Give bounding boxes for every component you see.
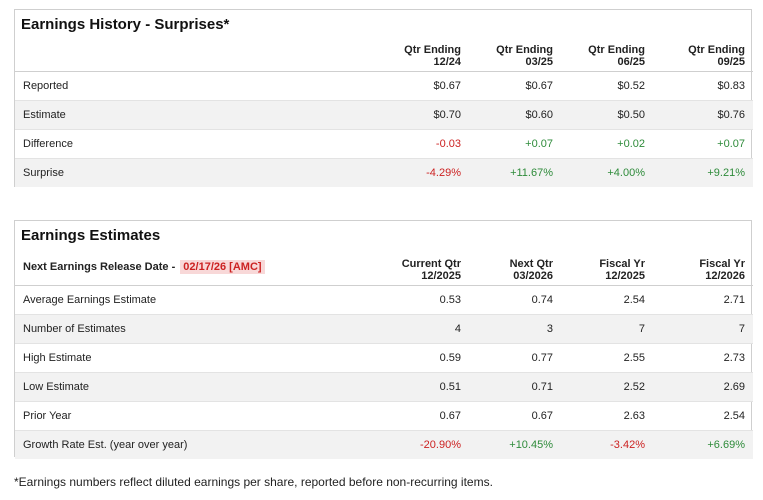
row-label: Average Earnings Estimate: [15, 285, 376, 315]
table-row: Prior Year 0.67 0.67 2.63 2.54: [15, 401, 753, 431]
table-cell: $0.70: [376, 100, 469, 130]
table-cell: 4: [376, 314, 469, 344]
table-cell: 3: [469, 314, 561, 344]
table-cell: $0.76: [653, 100, 753, 130]
table-cell: -3.42%: [561, 430, 653, 459]
table-cell: +4.00%: [561, 158, 653, 187]
table-cell: -4.29%: [376, 158, 469, 187]
row-label: Estimate: [15, 100, 376, 130]
table-cell: 0.51: [376, 372, 469, 402]
column-header: Qtr Ending 12/24: [376, 42, 469, 72]
table-cell: 0.74: [469, 285, 561, 315]
table-row: Number of Estimates 4 3 7 7: [15, 314, 753, 344]
row-label: Reported: [15, 71, 376, 101]
table-row: Difference -0.03 +0.07 +0.02 +0.07: [15, 129, 753, 159]
table-cell: 0.67: [469, 401, 561, 431]
table-header-row: Qtr Ending 12/24 Qtr Ending 03/25 Qtr Endi…: [15, 42, 753, 72]
table-cell: $0.60: [469, 100, 561, 130]
column-header: Qtr Ending 09/25: [653, 42, 753, 72]
table-cell: 2.54: [653, 401, 753, 431]
column-header: Qtr Ending 03/25: [469, 42, 561, 72]
table-cell: 2.63: [561, 401, 653, 431]
table-cell: 0.77: [469, 343, 561, 373]
table-cell: +0.07: [653, 129, 753, 159]
earnings-history-table: Qtr Ending 12/24 Qtr Ending 03/25 Qtr Endi…: [15, 42, 753, 187]
table-header-row: Next Earnings Release Date - 02/17/26 [A…: [15, 253, 753, 286]
footnote: *Earnings numbers reflect diluted earnin…: [14, 475, 493, 489]
table-cell: 7: [653, 314, 753, 344]
row-label: Growth Rate Est. (year over year): [15, 430, 376, 459]
table-cell: 0.67: [376, 401, 469, 431]
earnings-estimates-title: Earnings Estimates: [21, 227, 161, 244]
table-cell: $0.67: [469, 71, 561, 101]
column-header: Fiscal Yr 12/2025: [561, 253, 653, 286]
table-row: Surprise -4.29% +11.67% +4.00% +9.21%: [15, 158, 753, 187]
table-cell: 0.71: [469, 372, 561, 402]
earnings-estimates-table: Next Earnings Release Date - 02/17/26 [A…: [15, 253, 753, 459]
table-cell: 2.69: [653, 372, 753, 402]
column-header: Next Qtr 03/2026: [469, 253, 561, 286]
table-cell: +0.07: [469, 129, 561, 159]
row-label: Surprise: [15, 158, 376, 187]
table-cell: +10.45%: [469, 430, 561, 459]
table-cell: 0.59: [376, 343, 469, 373]
table-row: Low Estimate 0.51 0.71 2.52 2.69: [15, 372, 753, 402]
table-cell: +9.21%: [653, 158, 753, 187]
table-cell: +11.67%: [469, 158, 561, 187]
table-cell: -20.90%: [376, 430, 469, 459]
earnings-history-panel: Earnings History - Surprises* Qtr Ending…: [14, 9, 753, 187]
table-row: Reported $0.67 $0.67 $0.52 $0.83: [15, 71, 753, 101]
column-header-label: [15, 42, 376, 72]
row-label: Number of Estimates: [15, 314, 376, 344]
earnings-history-title: Earnings History - Surprises*: [21, 16, 230, 33]
table-cell: 2.71: [653, 285, 753, 315]
row-label: Low Estimate: [15, 372, 376, 402]
table-cell: 2.55: [561, 343, 653, 373]
column-header: Qtr Ending 06/25: [561, 42, 653, 72]
table-cell: $0.50: [561, 100, 653, 130]
table-cell: +6.69%: [653, 430, 753, 459]
table-cell: $0.52: [561, 71, 653, 101]
table-cell: -0.03: [376, 129, 469, 159]
row-label: Difference: [15, 129, 376, 159]
table-cell: +0.02: [561, 129, 653, 159]
table-cell: 0.53: [376, 285, 469, 315]
table-row: High Estimate 0.59 0.77 2.55 2.73: [15, 343, 753, 373]
next-release-label: Next Earnings Release Date -: [23, 261, 176, 274]
row-label: Prior Year: [15, 401, 376, 431]
row-label: High Estimate: [15, 343, 376, 373]
earnings-estimates-panel: Earnings Estimates Next Earnings Release…: [14, 220, 753, 459]
table-row: Estimate $0.70 $0.60 $0.50 $0.76: [15, 100, 753, 130]
next-release-date-badge: 02/17/26 [AMC]: [180, 260, 265, 275]
table-cell: 2.52: [561, 372, 653, 402]
table-cell: $0.67: [376, 71, 469, 101]
table-cell: 2.54: [561, 285, 653, 315]
table-row: Growth Rate Est. (year over year) -20.90…: [15, 430, 753, 459]
table-row: Average Earnings Estimate 0.53 0.74 2.54…: [15, 285, 753, 315]
table-cell: 2.73: [653, 343, 753, 373]
table-cell: 7: [561, 314, 653, 344]
table-cell: $0.83: [653, 71, 753, 101]
column-header: Current Qtr 12/2025: [376, 253, 469, 286]
next-release-header: Next Earnings Release Date - 02/17/26 [A…: [15, 253, 376, 286]
column-header: Fiscal Yr 12/2026: [653, 253, 753, 286]
